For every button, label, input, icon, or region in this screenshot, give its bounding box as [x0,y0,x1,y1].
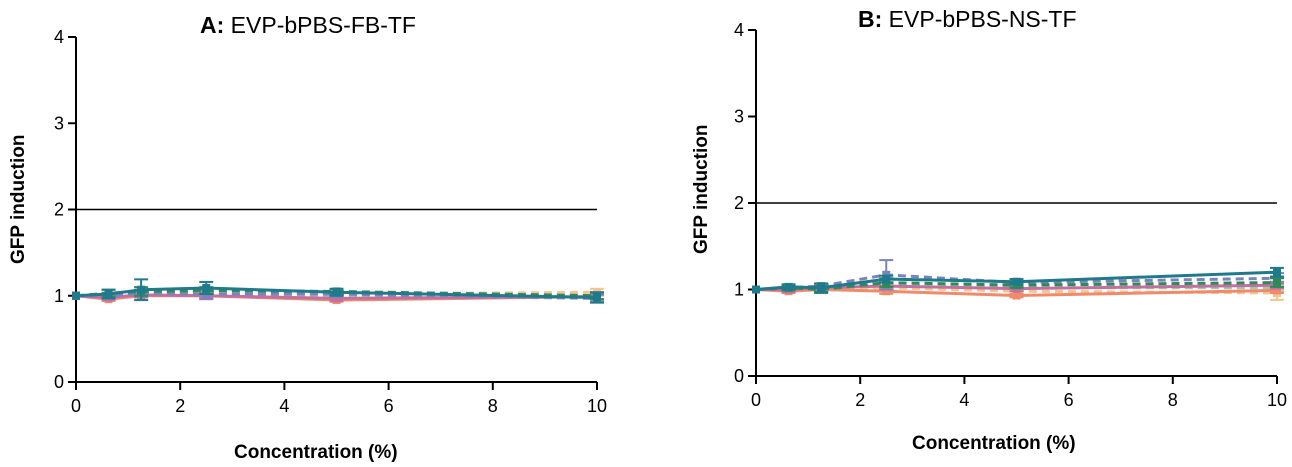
chart-panel-b: B: EVP-bPBS-NS-TF GFP induction Concentr… [680,0,1292,467]
x-tick-label-b: 6 [1064,390,1074,410]
x-tick-label-b: 2 [855,390,865,410]
data-point [72,291,80,300]
data-point [593,293,601,302]
x-tick-label-b: 4 [959,390,969,410]
x-tick-label-b: 10 [1267,390,1287,410]
data-point [1012,277,1021,286]
y-tick-label-b: 0 [734,366,744,386]
data-point [1273,278,1281,287]
x-tick-label-a: 2 [175,396,185,416]
series-1-b [752,266,1284,294]
x-tick-label-b: 8 [1168,390,1178,410]
data-point [1012,291,1021,300]
data-point [882,275,891,284]
x-tick-label-a: 8 [488,396,498,416]
data-point [332,294,341,303]
y-tick-label-a: 3 [54,113,64,133]
data-point [752,285,760,294]
x-tick-label-a: 6 [384,396,394,416]
series-line [755,270,1278,291]
plot-area-a: 0 1 2 3 4 0 2 4 6 8 10 [54,27,607,416]
y-tick-label-b: 1 [734,280,744,300]
y-tick-label-b: 2 [734,193,744,213]
data-point [784,282,793,291]
y-tick-label-b: 4 [734,20,744,40]
y-tick-label-a: 2 [54,200,64,220]
chart-panel-a: A: EVP-bPBS-FB-TF GFP induction Concentr… [0,0,640,467]
data-point [137,285,146,294]
plot-area-b: 0 1 2 3 4 0 2 4 6 8 10 [734,20,1287,410]
data-point [1273,286,1281,295]
x-tick-label-a: 0 [71,396,81,416]
data-point [882,287,891,296]
data-point [332,288,341,297]
x-axis-label-b: Concentration (%) [912,433,1076,454]
y-tick-label-a: 4 [54,27,64,47]
x-tick-label-a: 10 [587,396,607,416]
series-1-a [72,278,604,304]
x-axis-label-a: Concentration (%) [234,442,398,463]
y-tick-label-b: 3 [734,107,744,127]
y-tick-label-a: 1 [54,286,64,306]
chart-title-a: A: EVP-bPBS-FB-TF [200,12,416,38]
y-tick-label-a: 0 [54,372,64,392]
data-point [817,283,826,292]
data-point [104,290,113,299]
chart-title-b: B: EVP-bPBS-NS-TF [858,6,1077,32]
x-tick-label-b: 0 [751,390,761,410]
data-point [1273,268,1281,277]
series-line [75,286,598,299]
data-point [202,283,211,292]
x-tick-label-a: 4 [279,396,289,416]
